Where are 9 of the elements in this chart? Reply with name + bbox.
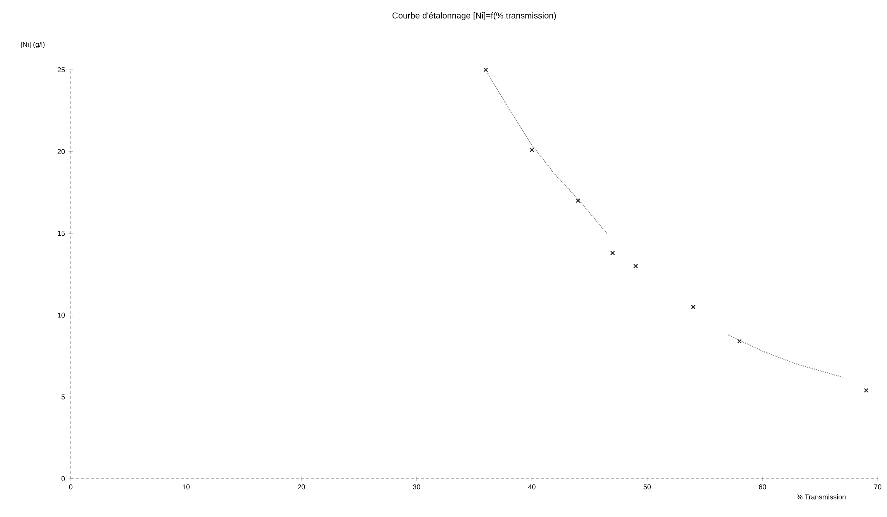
point [864, 388, 869, 393]
point [691, 304, 696, 310]
chart-title: Courbe d'étalonnage [Ni]=f(% transmission) [392, 12, 556, 20]
point [610, 250, 616, 256]
point [737, 339, 742, 344]
point [530, 148, 534, 152]
point [634, 264, 638, 269]
point [484, 68, 488, 72]
point [576, 198, 581, 204]
